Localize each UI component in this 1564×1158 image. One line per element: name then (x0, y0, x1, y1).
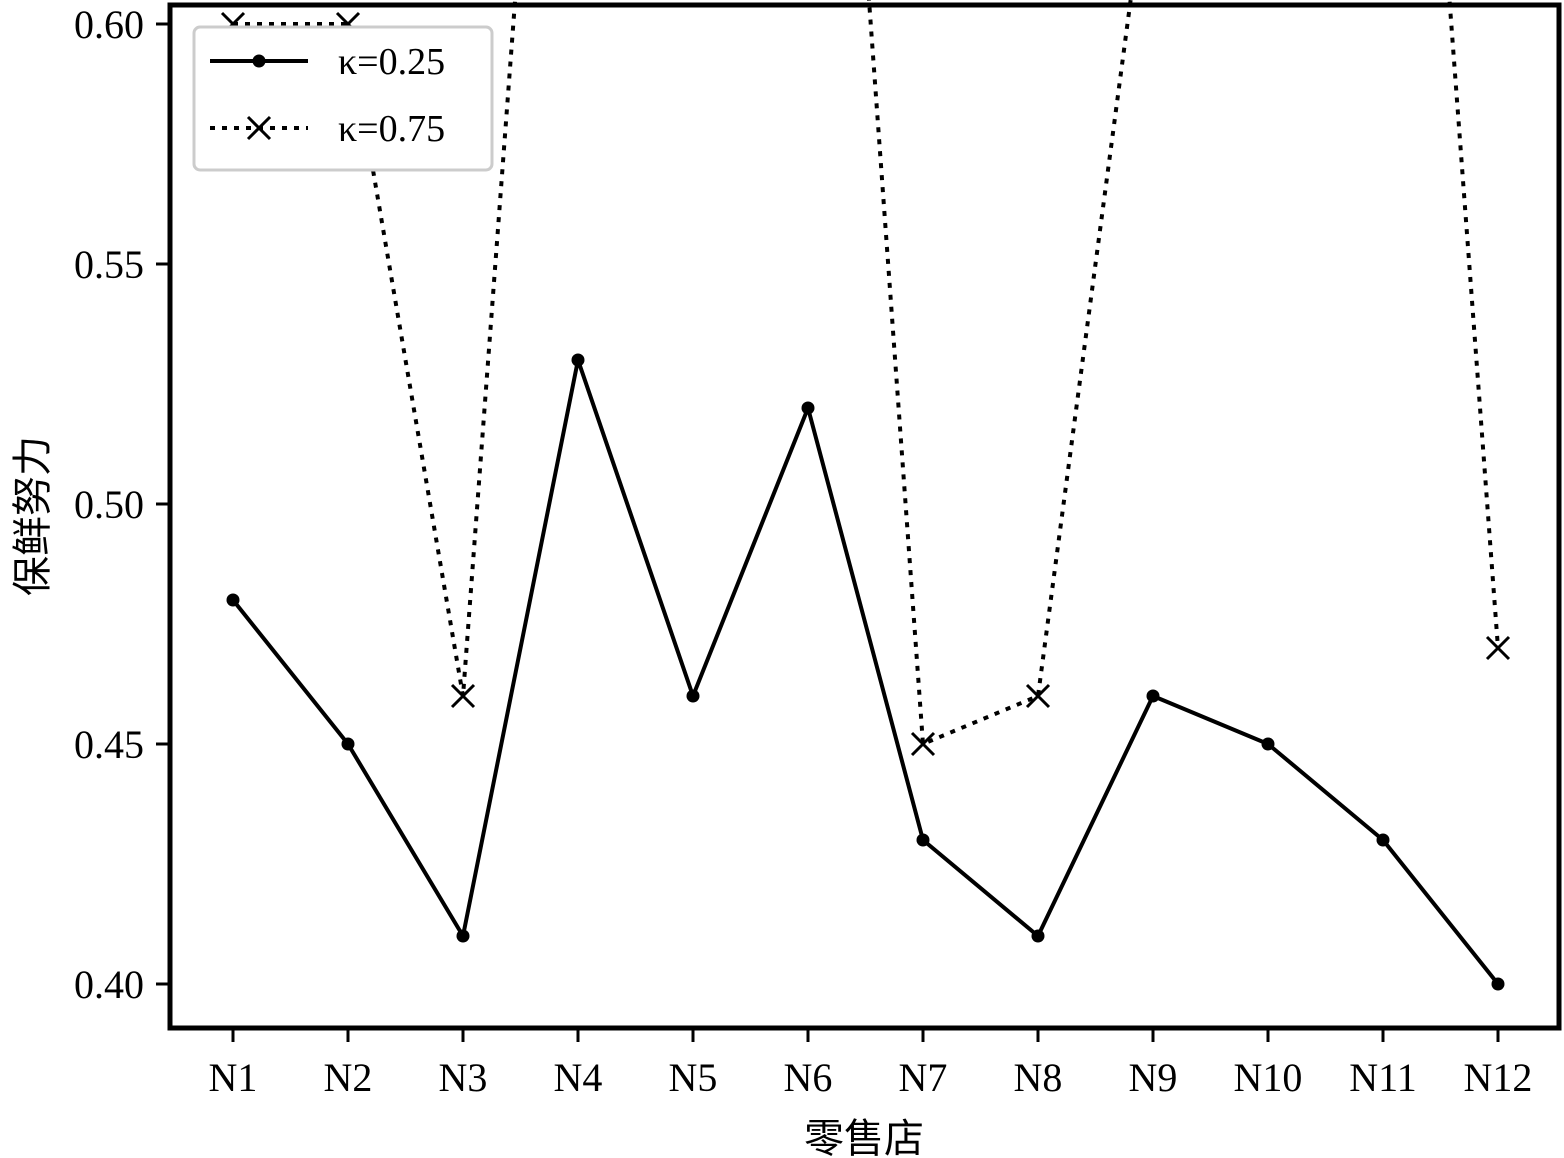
y-axis-title: 保鲜努力 (10, 436, 56, 596)
legend-marker (246, 115, 272, 141)
x-tick-label: N1 (209, 1055, 258, 1100)
x-tick-label: N3 (439, 1055, 488, 1100)
y-tick-label: 0.50 (74, 482, 144, 527)
data-point-dot (1376, 833, 1390, 847)
legend-items: κ=0.25 κ=0.75 (210, 41, 445, 150)
y-axis: 0.400.450.500.550.600.650.700.750.80 (74, 2, 170, 1007)
data-point-dot (1261, 737, 1275, 751)
data-point-dot (1491, 977, 1505, 991)
y-tick-label: 0.60 (74, 2, 144, 47)
x-tick-label: N2 (324, 1055, 373, 1100)
series-layer (220, 0, 1511, 991)
legend-marker (252, 54, 266, 68)
data-point-dot (456, 929, 470, 943)
x-tick-label: N7 (899, 1055, 948, 1100)
data-point-dot (916, 833, 930, 847)
x-axis-title: 零售店 (804, 1116, 924, 1158)
x-tick-label: N10 (1234, 1055, 1303, 1100)
x-axis: N1 N2 N3 N4 N5 N6 N7 N8 N9 N10 N11 N12 (209, 1028, 1533, 1100)
data-point-dot (341, 737, 355, 751)
legend-label: κ=0.75 (338, 108, 445, 150)
data-point-x (1485, 635, 1511, 661)
data-point-dot (1146, 689, 1160, 703)
x-tick-label: N8 (1014, 1055, 1063, 1100)
legend-item: κ=0.25 (210, 41, 445, 83)
x-tick-label: N6 (784, 1055, 833, 1100)
data-point-dot (1031, 929, 1045, 943)
series-2 (220, 0, 1511, 757)
x-tick-label: N5 (669, 1055, 718, 1100)
data-point-dot (226, 593, 240, 607)
data-point-x (910, 731, 936, 757)
plot-frame (167, 2, 1562, 1031)
y-tick-label: 0.40 (74, 962, 144, 1007)
x-tick-label: N4 (554, 1055, 603, 1100)
series-1 (226, 353, 1505, 991)
legend-label: κ=0.25 (338, 41, 445, 83)
legend-item: κ=0.75 (210, 108, 445, 150)
series-line (231, 358, 1500, 986)
data-point-dot (801, 401, 815, 415)
legend: κ=0.25 κ=0.75 (192, 25, 494, 172)
data-point-x (450, 683, 476, 709)
x-tick-label: N12 (1464, 1055, 1533, 1100)
data-point-x (1025, 683, 1051, 709)
y-tick-label: 0.55 (74, 242, 144, 287)
data-point-dot (686, 689, 700, 703)
y-tick-label: 0.45 (74, 722, 144, 767)
data-point-dot (571, 353, 585, 367)
x-tick-label: N11 (1349, 1055, 1416, 1100)
x-tick-label: N9 (1129, 1055, 1178, 1100)
